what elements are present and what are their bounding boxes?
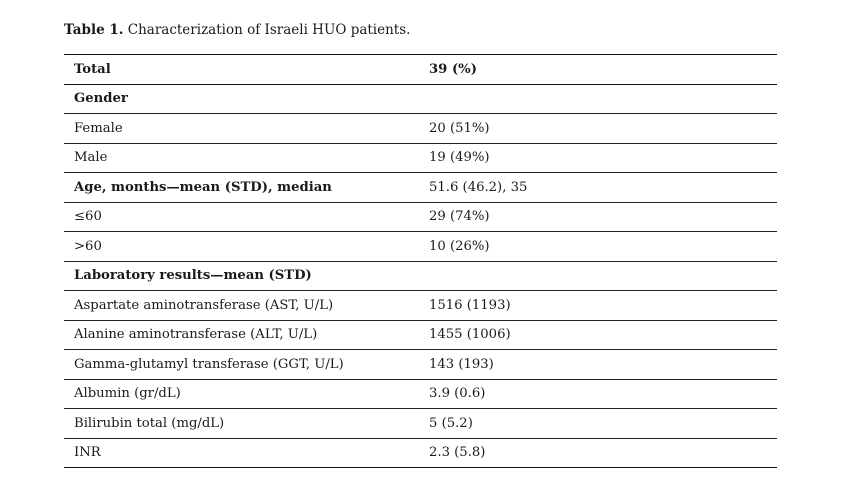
table-row: Male 19 (49%) xyxy=(64,143,777,173)
row-value: 143 (193) xyxy=(419,349,777,380)
row-label: Age, months—mean (STD), median xyxy=(64,172,419,203)
row-label: ≤60 xyxy=(64,202,419,232)
table-row: Alanine aminotransferase (ALT, U/L) 1455 … xyxy=(64,320,777,350)
row-label: Gender xyxy=(64,84,419,114)
table-row: INR 2.3 (5.8) xyxy=(64,438,777,468)
table-row: Bilirubin total (mg/dL) 5 (5.2) xyxy=(64,408,777,439)
row-label: >60 xyxy=(64,231,419,262)
table-body: Total 39 (%) Gender Female 20 (51%) Male 19 (4… xyxy=(64,54,777,468)
row-label: Albumin (gr/dL) xyxy=(64,379,419,409)
table-row: Gamma-glutamyl transferase (GGT, U/L) 143… xyxy=(64,349,777,380)
row-value: 1455 (1006) xyxy=(419,320,777,350)
row-value: 19 (49%) xyxy=(419,143,777,173)
row-label: INR xyxy=(64,438,419,468)
row-label: Laboratory results—mean (STD) xyxy=(64,261,419,291)
row-value: 20 (51%) xyxy=(419,113,777,144)
table-row: Age, months—mean (STD), median 51.6 (46.2… xyxy=(64,172,777,203)
table-row: Female 20 (51%) xyxy=(64,113,777,144)
table-row: Total 39 (%) xyxy=(64,54,777,85)
table-caption-text: Characterization of Israeli HUO patients… xyxy=(127,22,411,38)
row-value: 51.6 (46.2), 35 xyxy=(419,172,777,203)
table-row: Albumin (gr/dL) 3.9 (0.6) xyxy=(64,379,777,409)
table-caption: Table 1. Characterization of Israeli HUO… xyxy=(64,22,410,38)
row-value: 3.9 (0.6) xyxy=(419,379,777,409)
table-row: Aspartate aminotransferase (AST, U/L) 151… xyxy=(64,290,777,321)
table-row: Gender xyxy=(64,84,777,114)
row-value: 5 (5.2) xyxy=(419,408,777,439)
row-label: Total xyxy=(64,54,419,85)
row-value xyxy=(419,261,777,291)
row-label: Bilirubin total (mg/dL) xyxy=(64,408,419,439)
row-value xyxy=(419,84,777,114)
characterization-table: Total 39 (%) Gender Female 20 (51%) Male 19 (4… xyxy=(64,54,777,468)
row-label: Female xyxy=(64,113,419,144)
table-row: >60 10 (26%) xyxy=(64,231,777,262)
row-value: 1516 (1193) xyxy=(419,290,777,321)
row-label: Aspartate aminotransferase (AST, U/L) xyxy=(64,290,419,321)
row-label: Alanine aminotransferase (ALT, U/L) xyxy=(64,320,419,350)
row-value: 2.3 (5.8) xyxy=(419,438,777,468)
table-row: ≤60 29 (74%) xyxy=(64,202,777,232)
row-value: 10 (26%) xyxy=(419,231,777,262)
row-value: 39 (%) xyxy=(419,54,777,85)
row-value: 29 (74%) xyxy=(419,202,777,232)
row-label: Gamma-glutamyl transferase (GGT, U/L) xyxy=(64,349,419,380)
row-label: Male xyxy=(64,143,419,173)
table-row: Laboratory results—mean (STD) xyxy=(64,261,777,291)
table-caption-label: Table 1. xyxy=(64,22,124,38)
